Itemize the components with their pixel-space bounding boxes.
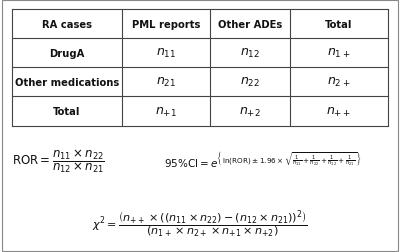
Text: $n_{1+}$: $n_{1+}$ [327,47,351,60]
Text: $\mathrm{95\%CI} = e^{\left\{\ln(\mathrm{ROR})\pm1.96\times\sqrt{\frac{1}{n_{11}: $\mathrm{95\%CI} = e^{\left\{\ln(\mathrm… [164,150,361,170]
Text: PML reports: PML reports [132,20,200,29]
Text: $n_{12}$: $n_{12}$ [240,47,260,60]
Text: $n_{22}$: $n_{22}$ [240,76,260,89]
Text: RA cases: RA cases [42,20,92,29]
Text: Total: Total [325,20,353,29]
Text: DrugA: DrugA [49,49,85,58]
Text: Other medications: Other medications [15,78,119,87]
Text: $n_{++}$: $n_{++}$ [326,105,352,118]
Text: $n_{+2}$: $n_{+2}$ [239,105,261,118]
Text: Other ADEs: Other ADEs [218,20,282,29]
Text: $\mathrm{ROR} = \dfrac{n_{11} \times n_{22}}{n_{12} \times n_{21}}$: $\mathrm{ROR} = \dfrac{n_{11} \times n_{… [12,146,105,174]
Text: Total: Total [53,107,81,116]
Text: $n_{21}$: $n_{21}$ [156,76,176,89]
Text: $n_{2+}$: $n_{2+}$ [327,76,351,89]
Text: $n_{11}$: $n_{11}$ [156,47,176,60]
Text: $n_{+1}$: $n_{+1}$ [155,105,177,118]
Text: $\chi^{2} = \dfrac{\left(n_{++} \times \left(\left(n_{11} \times n_{22}\right) -: $\chi^{2} = \dfrac{\left(n_{++} \times \… [92,207,308,239]
